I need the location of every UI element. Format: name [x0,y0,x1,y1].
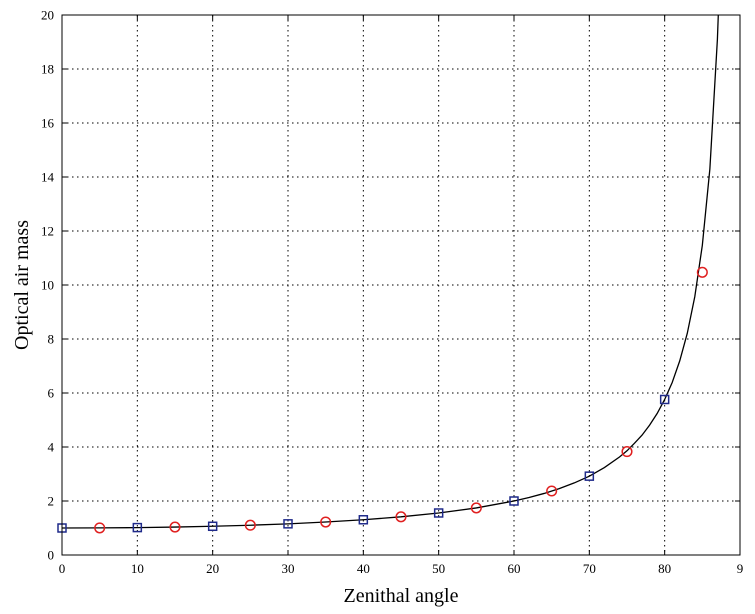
square-marker [358,515,369,525]
square-marker [207,521,218,532]
circle-marker [470,502,482,514]
square-marker [283,519,293,529]
x-tick-label: 20 [206,561,219,576]
y-tick-label: 18 [41,62,54,77]
circle-marker [94,522,106,534]
square-marker [132,522,143,533]
x-tick-label: 80 [658,561,671,576]
square-marker [509,496,519,506]
circle-marker [621,446,633,458]
x-tick-label: 9 [737,561,744,576]
x-tick-label: 30 [282,561,295,576]
square-marker [584,471,595,481]
grid-layer [62,15,740,555]
x-tick-label: 0 [59,561,66,576]
y-tick-label: 20 [41,8,54,23]
circle-marker [320,516,332,528]
circle-marker [395,511,407,523]
x-tick-label: 60 [508,561,521,576]
y-tick-label: 6 [48,386,55,401]
air-mass-curve-line [62,15,719,529]
y-tick-label: 10 [41,278,54,293]
x-tick-label: 70 [583,561,596,576]
y-tick-label: 4 [48,440,55,455]
x-axis-title: Zenithal angle [344,585,459,607]
y-tick-label: 0 [48,548,55,563]
circle-marker [244,519,256,531]
y-tick-label: 8 [48,332,55,347]
square-marker [659,394,670,405]
y-tick-label: 12 [41,224,54,239]
square-marker [433,508,444,518]
x-tick-label: 10 [131,561,144,576]
circle-marker [696,266,708,278]
y-axis-title: Optical air mass [11,220,33,350]
x-tick-label: 50 [432,561,445,576]
y-tick-label: 16 [41,116,55,131]
circle-marker [546,485,558,497]
y-tick-label: 14 [41,170,55,185]
x-tick-label: 40 [357,561,370,576]
circle-marker [169,521,181,533]
y-tick-label: 2 [48,494,55,509]
marker-layer [57,266,708,534]
series-layer [62,15,719,529]
